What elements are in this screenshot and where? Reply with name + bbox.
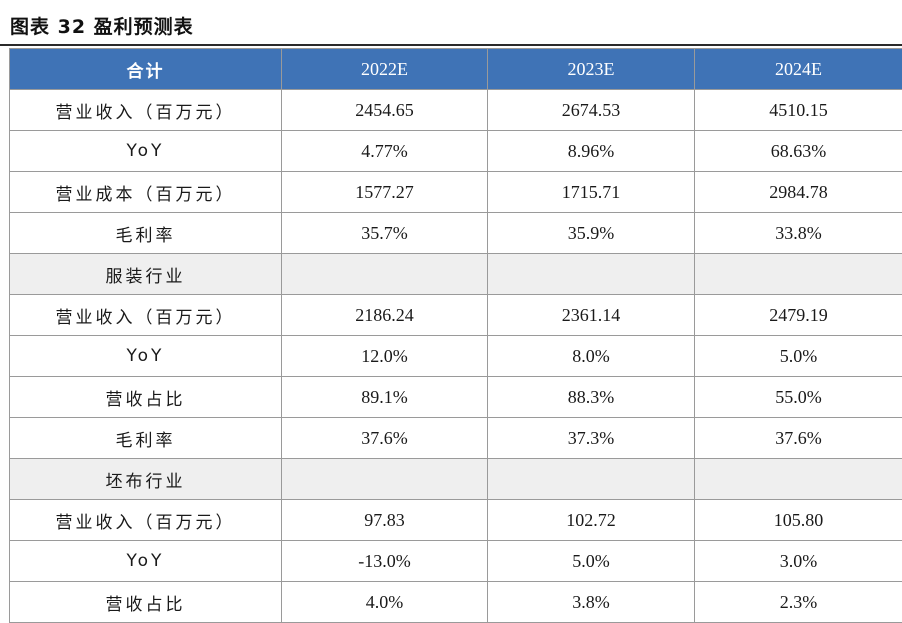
row-label: 营业收入（百万元） [10,90,282,131]
value-cell: 3.8% [488,582,695,623]
value-cell: 4510.15 [695,90,902,131]
value-cell: 8.96% [488,131,695,172]
section-label: 坯布行业 [10,459,282,500]
value-cell: 5.0% [695,336,902,377]
value-cell: 4.77% [282,131,488,172]
row-label: YoY [10,336,282,377]
value-cell [488,459,695,500]
value-cell: -13.0% [282,541,488,582]
value-cell: 8.0% [488,336,695,377]
header-cell-total: 合计 [10,49,282,90]
section-label: 服装行业 [10,254,282,295]
section-row: 坯布行业 [10,459,902,500]
header-cell-2022e: 2022E [282,49,488,90]
value-cell: 37.6% [282,418,488,459]
table-row: YoY-13.0%5.0%3.0% [10,541,902,582]
value-cell: 35.9% [488,213,695,254]
value-cell: 2479.19 [695,295,902,336]
value-cell: 1715.71 [488,172,695,213]
value-cell: 1577.27 [282,172,488,213]
value-cell: 88.3% [488,377,695,418]
row-label: 营收占比 [10,582,282,623]
value-cell: 97.83 [282,500,488,541]
value-cell [488,254,695,295]
value-cell: 4.0% [282,582,488,623]
value-cell: 2984.78 [695,172,902,213]
value-cell [282,459,488,500]
value-cell: 2361.14 [488,295,695,336]
value-cell: 102.72 [488,500,695,541]
row-label: YoY [10,541,282,582]
row-label: 营收占比 [10,377,282,418]
title-rule [0,44,902,46]
value-cell: 12.0% [282,336,488,377]
header-row: 合计 2022E 2023E 2024E [10,49,902,90]
value-cell: 105.80 [695,500,902,541]
value-cell: 5.0% [488,541,695,582]
header-cell-2023e: 2023E [488,49,695,90]
row-label: YoY [10,131,282,172]
value-cell: 35.7% [282,213,488,254]
row-label: 营业收入（百万元） [10,295,282,336]
figure-title: 图表 32 盈利预测表 [10,12,194,39]
row-label: 毛利率 [10,213,282,254]
section-row: 服装行业 [10,254,902,295]
value-cell: 2186.24 [282,295,488,336]
value-cell: 37.3% [488,418,695,459]
row-label: 营业收入（百万元） [10,500,282,541]
value-cell: 2.3% [695,582,902,623]
value-cell: 89.1% [282,377,488,418]
value-cell: 55.0% [695,377,902,418]
row-label: 营业成本（百万元） [10,172,282,213]
value-cell: 33.8% [695,213,902,254]
value-cell: 2454.65 [282,90,488,131]
value-cell: 2674.53 [488,90,695,131]
value-cell [695,254,902,295]
value-cell: 68.63% [695,131,902,172]
value-cell [282,254,488,295]
header-cell-2024e: 2024E [695,49,902,90]
row-label: 毛利率 [10,418,282,459]
value-cell: 3.0% [695,541,902,582]
value-cell: 37.6% [695,418,902,459]
value-cell [695,459,902,500]
